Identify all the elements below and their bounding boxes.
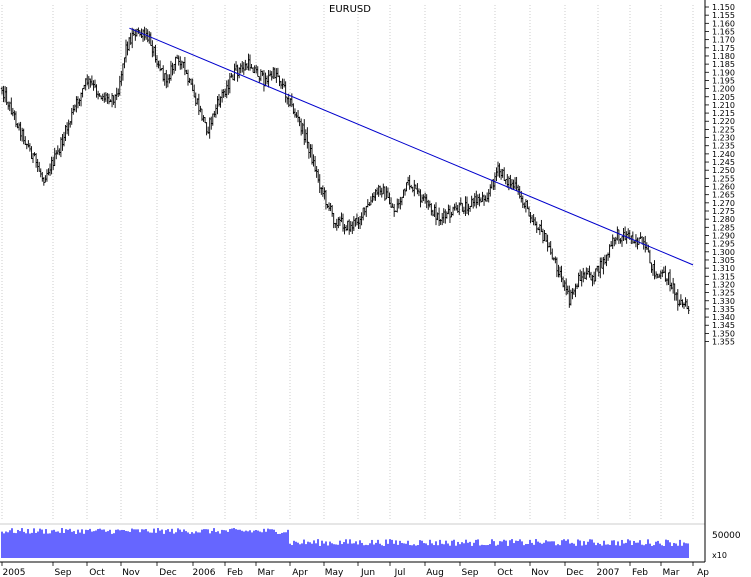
y-tick-label: 1.250 <box>712 166 735 175</box>
x-tick-label: Oct <box>497 568 513 577</box>
x-axis-labels: 2005 Sep Oct Nov Dec 2006 Feb Mar Apr May Jun Jul Au… <box>1 562 709 577</box>
x-tick-label: Dec <box>159 568 176 577</box>
y-tick-label: 1.215 <box>712 109 735 118</box>
y-tick-label: 1.205 <box>712 93 735 102</box>
y-tick-label: 1.220 <box>712 117 735 126</box>
y-tick-label: 1.225 <box>712 125 735 134</box>
y-tick-label: 1.275 <box>712 207 735 216</box>
y-tick-label: 1.165 <box>712 27 735 36</box>
y-tick-label: 1.305 <box>712 256 735 265</box>
x-tick-label: Nov <box>122 568 140 577</box>
y-tick-label: 1.180 <box>712 52 735 61</box>
y-tick-label: 1.150 <box>712 3 735 12</box>
y-tick-label: 1.350 <box>712 329 735 338</box>
y-tick-label: 1.330 <box>712 297 735 306</box>
x-tick-label: May <box>325 568 344 577</box>
y-tick-label: 1.285 <box>712 223 735 232</box>
x-tick-label: Mar <box>663 568 680 577</box>
y-tick-label: 1.340 <box>712 313 735 322</box>
y-tick-label: 1.210 <box>712 101 735 110</box>
x-tick-label: 2006 <box>193 568 216 577</box>
y-tick-label: 1.240 <box>712 150 735 159</box>
x-tick-label: Apr <box>292 568 308 577</box>
x-tick-label: Aug <box>426 568 444 577</box>
y-tick-label: 1.230 <box>712 134 735 143</box>
y-tick-label: 1.355 <box>712 338 735 347</box>
y-tick-label: 1.315 <box>712 272 735 281</box>
volume-multiplier-label: x10 <box>712 551 727 560</box>
y-tick-label: 1.185 <box>712 60 735 69</box>
x-tick-label: Feb <box>632 568 648 577</box>
y-tick-label: 1.200 <box>712 85 735 94</box>
y-tick-label: 1.155 <box>712 11 735 20</box>
x-tick-label: Oct <box>89 568 105 577</box>
x-tick-label: 2005 <box>3 568 26 577</box>
y-tick-label: 1.255 <box>712 174 735 183</box>
price-bars <box>0 26 690 315</box>
grid-lines <box>1 5 694 520</box>
y-tick-label: 1.335 <box>712 305 735 314</box>
y-tick-label: 1.260 <box>712 183 735 192</box>
x-tick-label: Feb <box>227 568 243 577</box>
x-tick-label: Nov <box>531 568 549 577</box>
x-tick-label: Mar <box>258 568 275 577</box>
y-tick-label: 1.235 <box>712 142 735 151</box>
y-tick-label: 1.295 <box>712 240 735 249</box>
trendline <box>129 27 694 266</box>
y-tick-label: 1.280 <box>712 215 735 224</box>
y-tick-label: 1.325 <box>712 289 735 298</box>
y-tick-label: 1.310 <box>712 264 735 273</box>
y-tick-label: 1.345 <box>712 321 735 330</box>
y-tick-label: 1.245 <box>712 158 735 167</box>
y-tick-label: 1.160 <box>712 19 735 28</box>
x-tick-label: Jul <box>394 568 406 577</box>
x-tick-label: 2007 <box>597 568 620 577</box>
y-tick-label: 1.290 <box>712 231 735 240</box>
price-bar <box>687 305 690 315</box>
x-tick-label: Dec <box>566 568 583 577</box>
y-axis-panel <box>705 0 751 577</box>
y-tick-label: 1.270 <box>712 199 735 208</box>
x-tick-label: Sep <box>55 568 72 577</box>
y-tick-label: 1.170 <box>712 36 735 45</box>
y-tick-label: 1.320 <box>712 280 735 289</box>
y-tick-label: 1.195 <box>712 76 735 85</box>
chart-title: EURUSD <box>329 4 371 15</box>
y-tick-label: 1.265 <box>712 191 735 200</box>
x-tick-label: Jun <box>360 568 375 577</box>
y-tick-label: 1.190 <box>712 68 735 77</box>
y-tick-label: 1.300 <box>712 248 735 257</box>
volume-bars <box>1 528 689 558</box>
volume-axis-label: 50000 <box>712 531 741 541</box>
x-tick-label: Sep <box>462 568 479 577</box>
y-axis-ticks: 1.1501.1551.1601.1651.1701.1751.1801.185… <box>705 3 735 347</box>
x-tick-label: Ap <box>697 568 709 577</box>
y-tick-label: 1.175 <box>712 44 735 53</box>
